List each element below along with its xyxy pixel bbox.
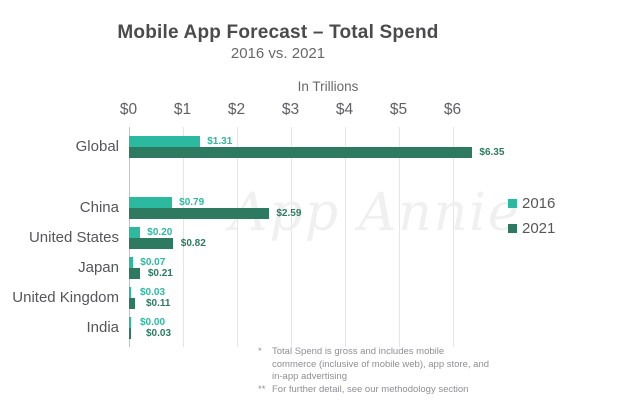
value-label-2021-global: $6.35: [479, 147, 505, 158]
category-label-united-kingdom: United Kingdom: [12, 289, 119, 306]
gridline: [453, 127, 454, 347]
legend-label-2021: 2021: [522, 220, 556, 237]
value-label-2021-united-kingdom: $0.11: [146, 298, 171, 309]
gridline: [237, 127, 238, 347]
value-label-2021-india: $0.03: [146, 328, 172, 339]
bar-2021-united-kingdom: [129, 298, 135, 309]
bar-2021-india: [129, 328, 131, 339]
bar-2016-japan: [129, 257, 133, 268]
category-label-united-states: United States: [28, 229, 119, 246]
value-label-2016-united-states: $0.20: [147, 227, 173, 238]
category-label-japan: Japan: [78, 259, 119, 276]
footnote-2: ** For further detail, see our methodolog…: [258, 384, 490, 397]
gridline: [345, 127, 346, 347]
x-tick-label: $3: [281, 101, 300, 118]
axis-units-label: In Trillions: [297, 79, 359, 94]
footnotes: * Total Spend is gross and includes mobil…: [258, 346, 490, 396]
value-label-2016-global: $1.31: [207, 136, 233, 147]
footnote-text: For further detail, see our methodology …: [272, 383, 469, 395]
x-tick-label: $1: [173, 101, 192, 118]
legend-swatch-2016: [508, 199, 517, 208]
bar-2021-china: [129, 208, 269, 219]
category-label-global: Global: [75, 138, 119, 155]
footnote-1: * Total Spend is gross and includes mobil…: [258, 346, 490, 384]
footnote-marker: **: [258, 383, 266, 395]
x-tick-label: $4: [335, 101, 354, 118]
bar-2021-united-states: [129, 238, 174, 249]
value-label-2021-united-states: $0.82: [180, 238, 206, 249]
legend-label-2016: 2016: [522, 195, 556, 212]
gridline: [399, 127, 400, 347]
gridline: [183, 127, 184, 347]
footnote-text: Total Spend is gross and includes mobile…: [272, 346, 490, 382]
bar-2016-global: [129, 136, 200, 147]
x-tick-label: $5: [389, 101, 408, 118]
x-tick-label: $6: [443, 101, 462, 118]
category-label-india: India: [86, 319, 119, 336]
value-label-2016-japan: $0.07: [140, 257, 166, 268]
legend-swatch-2021: [508, 224, 517, 233]
bar-2021-global: [129, 147, 472, 158]
bar-2016-united-states: [129, 227, 140, 238]
category-label-china: China: [79, 199, 119, 216]
bar-2016-united-kingdom: [129, 287, 131, 298]
x-tick-label: $2: [227, 101, 246, 118]
value-label-2021-japan: $0.21: [147, 268, 173, 279]
app-annie-watermark: App Annie: [230, 183, 521, 243]
legend: 2016 2021: [508, 195, 555, 245]
legend-item-2021: 2021: [508, 220, 555, 237]
value-label-2021-china: $2.59: [276, 208, 302, 219]
gridline: [291, 127, 292, 347]
bar-2016-china: [129, 197, 172, 208]
value-label-2016-china: $0.79: [179, 197, 205, 208]
chart-subtitle: 2016 vs. 2021: [230, 45, 326, 62]
value-label-2016-united-kingdom: $0.03: [140, 287, 166, 298]
x-tick-label: $0: [119, 101, 138, 118]
chart-title: Mobile App Forecast – Total Spend: [117, 22, 439, 43]
bar-2021-japan: [129, 268, 141, 279]
legend-item-2016: 2016: [508, 195, 555, 212]
footnote-marker: *: [258, 346, 262, 357]
bar-2016-india: [129, 317, 131, 328]
value-label-2016-india: $0.00: [140, 317, 166, 328]
